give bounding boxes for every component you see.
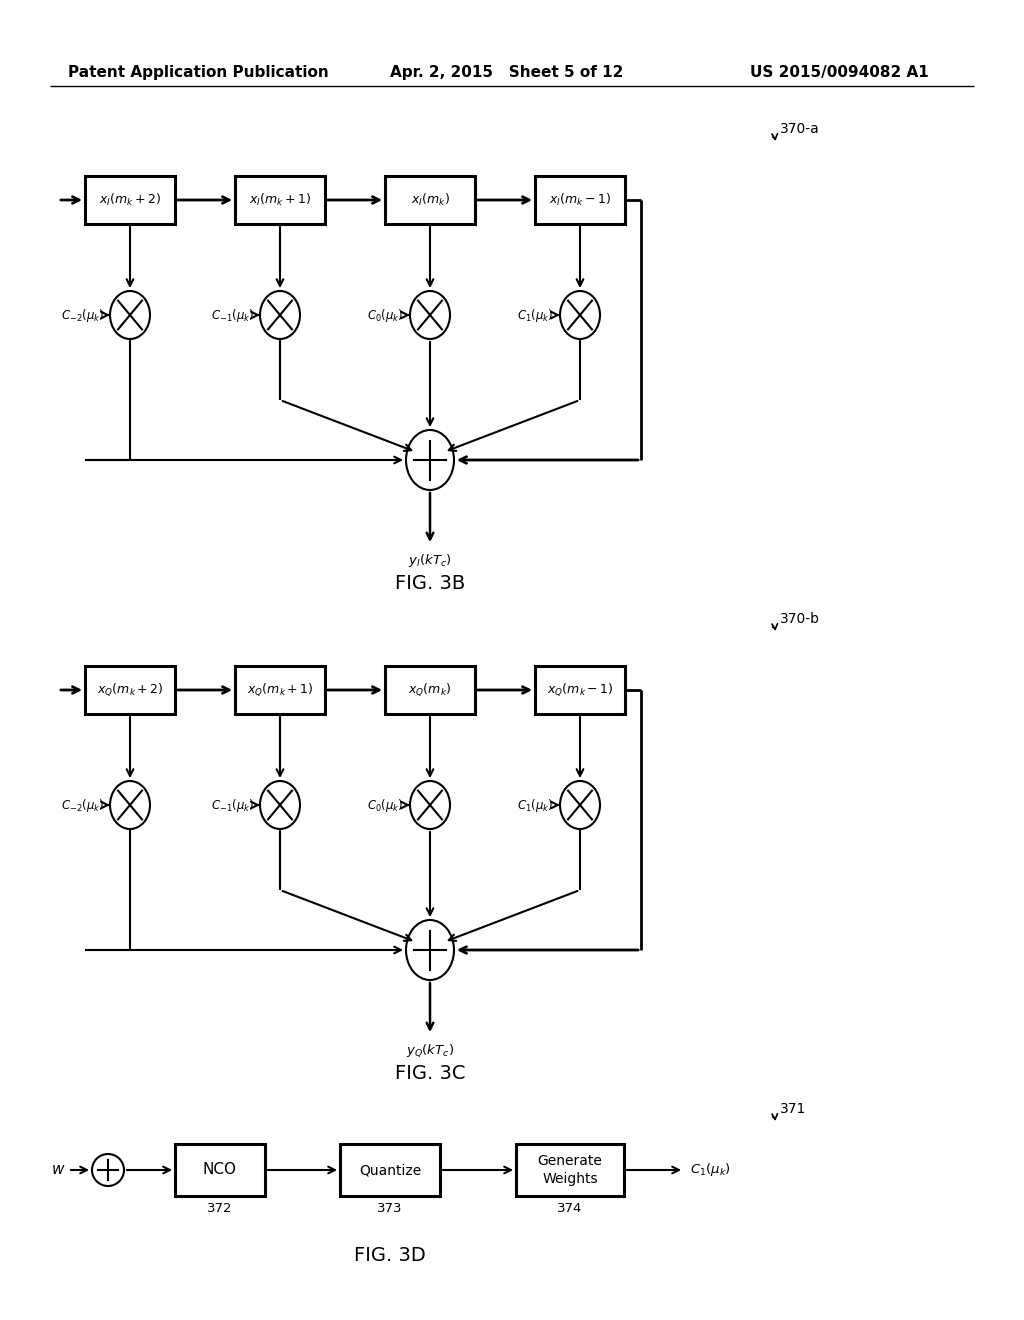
Bar [340, 1144, 440, 1196]
Text: $x_Q(m_k-1)$: $x_Q(m_k-1)$ [547, 681, 613, 698]
Ellipse shape [110, 290, 150, 339]
Text: $C_1(\mu_k)$: $C_1(\mu_k)$ [517, 306, 554, 323]
Text: Apr. 2, 2015   Sheet 5 of 12: Apr. 2, 2015 Sheet 5 of 12 [390, 65, 624, 79]
Text: Quantize: Quantize [358, 1163, 421, 1177]
Bar [516, 1144, 624, 1196]
Ellipse shape [92, 1154, 124, 1185]
Text: NCO: NCO [203, 1163, 237, 1177]
Text: $x_Q(m_k+1)$: $x_Q(m_k+1)$ [247, 681, 313, 698]
Text: $x_I(m_k-1)$: $x_I(m_k-1)$ [549, 191, 611, 209]
Text: 371: 371 [780, 1102, 806, 1115]
Ellipse shape [406, 920, 454, 979]
Ellipse shape [560, 290, 600, 339]
Text: $x_Q(m_k+2)$: $x_Q(m_k+2)$ [96, 681, 163, 698]
Text: $C_{-2}(\mu_k)$: $C_{-2}(\mu_k)$ [60, 796, 104, 813]
Text: $y_I(kT_c)$: $y_I(kT_c)$ [409, 552, 452, 569]
Ellipse shape [410, 290, 450, 339]
Text: FIG. 3D: FIG. 3D [354, 1246, 426, 1265]
Text: 370-b: 370-b [780, 612, 820, 626]
Text: $x_I(m_k)$: $x_I(m_k)$ [411, 191, 450, 209]
Text: $y_Q(kT_c)$: $y_Q(kT_c)$ [406, 1041, 454, 1059]
Bar [385, 667, 475, 714]
Ellipse shape [110, 781, 150, 829]
Bar [535, 176, 625, 224]
Text: $x_I(m_k+1)$: $x_I(m_k+1)$ [249, 191, 311, 209]
Text: $C_1(\mu_k)$: $C_1(\mu_k)$ [690, 1162, 731, 1179]
Text: $x_Q(m_k)$: $x_Q(m_k)$ [409, 681, 452, 698]
Text: $C_0(\mu_k)$: $C_0(\mu_k)$ [368, 796, 404, 813]
Bar [234, 176, 325, 224]
Bar [175, 1144, 265, 1196]
Text: Generate
Weights: Generate Weights [538, 1154, 602, 1187]
Text: 373: 373 [377, 1203, 402, 1214]
Text: $x_I(m_k+2)$: $x_I(m_k+2)$ [99, 191, 161, 209]
Ellipse shape [406, 430, 454, 490]
Text: FIG. 3B: FIG. 3B [395, 574, 465, 593]
Text: FIG. 3C: FIG. 3C [394, 1064, 465, 1082]
Text: Patent Application Publication: Patent Application Publication [68, 65, 329, 79]
Bar [85, 667, 175, 714]
Bar [535, 667, 625, 714]
Bar [85, 176, 175, 224]
Text: 370-a: 370-a [780, 121, 820, 136]
Text: $C_0(\mu_k)$: $C_0(\mu_k)$ [368, 306, 404, 323]
Ellipse shape [260, 781, 300, 829]
Text: $C_1(\mu_k)$: $C_1(\mu_k)$ [517, 796, 554, 813]
Text: US 2015/0094082 A1: US 2015/0094082 A1 [750, 65, 929, 79]
Bar [234, 667, 325, 714]
Text: $C_{-1}(\mu_k)$: $C_{-1}(\mu_k)$ [211, 796, 254, 813]
Text: 372: 372 [207, 1203, 232, 1214]
Text: $w$: $w$ [51, 1163, 66, 1177]
Text: $C_{-1}(\mu_k)$: $C_{-1}(\mu_k)$ [211, 306, 254, 323]
Text: 374: 374 [557, 1203, 583, 1214]
Ellipse shape [260, 290, 300, 339]
Bar [385, 176, 475, 224]
Text: $C_{-2}(\mu_k)$: $C_{-2}(\mu_k)$ [60, 306, 104, 323]
Ellipse shape [560, 781, 600, 829]
Ellipse shape [410, 781, 450, 829]
